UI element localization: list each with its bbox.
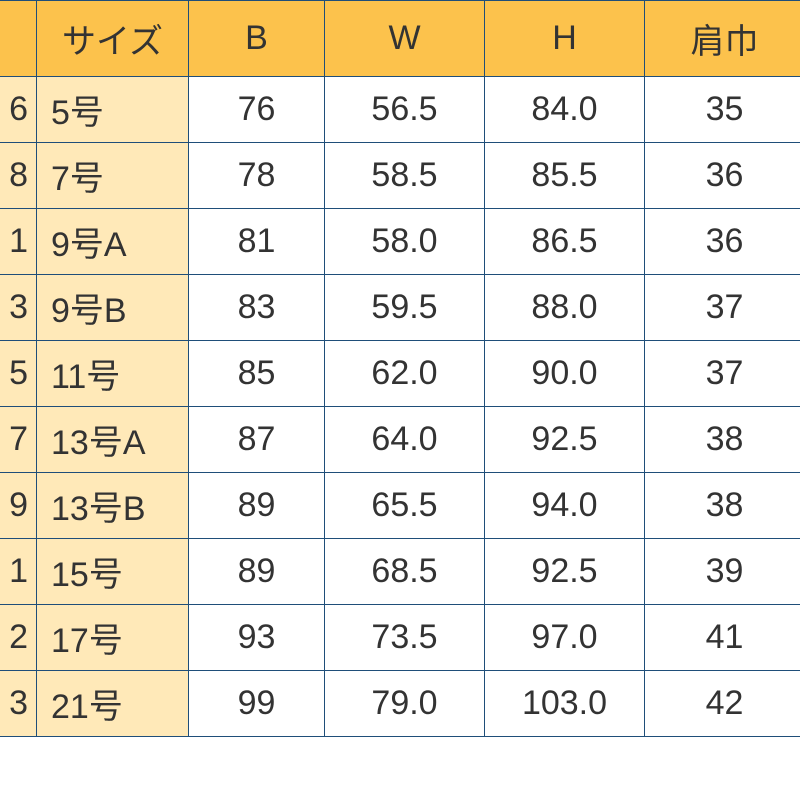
cell-r5-c2: 87 — [189, 407, 325, 473]
cell-r5-c1: 13号A — [37, 407, 189, 473]
cell-r4-c0: 5 — [0, 341, 37, 407]
table-row: 913号B8965.594.038 — [0, 473, 800, 539]
cell-r3-c4: 88.0 — [485, 275, 645, 341]
table-row: 713号A8764.092.538 — [0, 407, 800, 473]
cell-r7-c2: 89 — [189, 539, 325, 605]
cell-r8-c2: 93 — [189, 605, 325, 671]
cell-r6-c3: 65.5 — [325, 473, 485, 539]
table-row: 217号9373.597.041 — [0, 605, 800, 671]
cell-r2-c4: 86.5 — [485, 209, 645, 275]
table-row: 87号7858.585.536 — [0, 143, 800, 209]
col-header-1: サイズ — [37, 1, 189, 77]
cell-r2-c1: 9号A — [37, 209, 189, 275]
cell-r6-c4: 94.0 — [485, 473, 645, 539]
cell-r0-c0: 6 — [0, 77, 37, 143]
size-table: サイズBWH肩巾65号7656.584.03587号7858.585.53619… — [0, 0, 800, 737]
table-row: 115号8968.592.539 — [0, 539, 800, 605]
table-row: 321号9979.0103.042 — [0, 671, 800, 737]
cell-r1-c4: 85.5 — [485, 143, 645, 209]
cell-r8-c5: 41 — [645, 605, 800, 671]
cell-r4-c2: 85 — [189, 341, 325, 407]
col-header-3: W — [325, 1, 485, 77]
cell-r6-c5: 38 — [645, 473, 800, 539]
cell-r1-c5: 36 — [645, 143, 800, 209]
cell-r7-c5: 39 — [645, 539, 800, 605]
cell-r9-c2: 99 — [189, 671, 325, 737]
cell-r4-c5: 37 — [645, 341, 800, 407]
cell-r0-c2: 76 — [189, 77, 325, 143]
cell-r0-c4: 84.0 — [485, 77, 645, 143]
col-header-4: H — [485, 1, 645, 77]
cell-r9-c5: 42 — [645, 671, 800, 737]
cell-r4-c3: 62.0 — [325, 341, 485, 407]
cell-r1-c3: 58.5 — [325, 143, 485, 209]
table-row: 511号8562.090.037 — [0, 341, 800, 407]
cell-r4-c4: 90.0 — [485, 341, 645, 407]
cell-r3-c5: 37 — [645, 275, 800, 341]
cell-r6-c2: 89 — [189, 473, 325, 539]
table-row: 19号A8158.086.536 — [0, 209, 800, 275]
cell-r8-c4: 97.0 — [485, 605, 645, 671]
cell-r1-c0: 8 — [0, 143, 37, 209]
cell-r0-c5: 35 — [645, 77, 800, 143]
cell-r7-c3: 68.5 — [325, 539, 485, 605]
cell-r4-c1: 11号 — [37, 341, 189, 407]
cell-r0-c3: 56.5 — [325, 77, 485, 143]
cell-r0-c1: 5号 — [37, 77, 189, 143]
cell-r9-c4: 103.0 — [485, 671, 645, 737]
cell-r6-c0: 9 — [0, 473, 37, 539]
cell-r9-c3: 79.0 — [325, 671, 485, 737]
cell-r5-c0: 7 — [0, 407, 37, 473]
col-header-0 — [0, 1, 37, 77]
cell-r8-c3: 73.5 — [325, 605, 485, 671]
cell-r6-c1: 13号B — [37, 473, 189, 539]
table-row: 39号B8359.588.037 — [0, 275, 800, 341]
cell-r5-c3: 64.0 — [325, 407, 485, 473]
cell-r5-c4: 92.5 — [485, 407, 645, 473]
cell-r3-c0: 3 — [0, 275, 37, 341]
cell-r7-c1: 15号 — [37, 539, 189, 605]
cell-r2-c5: 36 — [645, 209, 800, 275]
cell-r8-c1: 17号 — [37, 605, 189, 671]
col-header-5: 肩巾 — [645, 1, 800, 77]
cell-r7-c0: 1 — [0, 539, 37, 605]
cell-r5-c5: 38 — [645, 407, 800, 473]
col-header-2: B — [189, 1, 325, 77]
cell-r1-c2: 78 — [189, 143, 325, 209]
cell-r9-c0: 3 — [0, 671, 37, 737]
cell-r9-c1: 21号 — [37, 671, 189, 737]
cell-r3-c1: 9号B — [37, 275, 189, 341]
table-row: 65号7656.584.035 — [0, 77, 800, 143]
cell-r8-c0: 2 — [0, 605, 37, 671]
cell-r3-c2: 83 — [189, 275, 325, 341]
cell-r2-c3: 58.0 — [325, 209, 485, 275]
cell-r2-c0: 1 — [0, 209, 37, 275]
cell-r3-c3: 59.5 — [325, 275, 485, 341]
cell-r2-c2: 81 — [189, 209, 325, 275]
cell-r7-c4: 92.5 — [485, 539, 645, 605]
cell-r1-c1: 7号 — [37, 143, 189, 209]
